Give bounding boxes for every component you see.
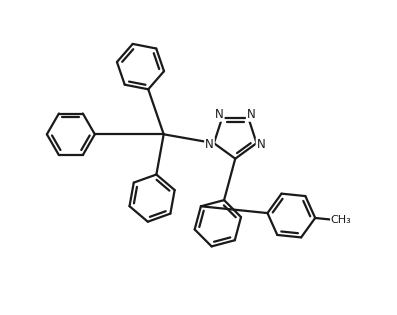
Text: N: N [205,138,214,151]
Text: N: N [256,138,265,151]
Text: CH₃: CH₃ [331,215,351,225]
Text: N: N [215,108,224,121]
Text: N: N [247,108,256,121]
